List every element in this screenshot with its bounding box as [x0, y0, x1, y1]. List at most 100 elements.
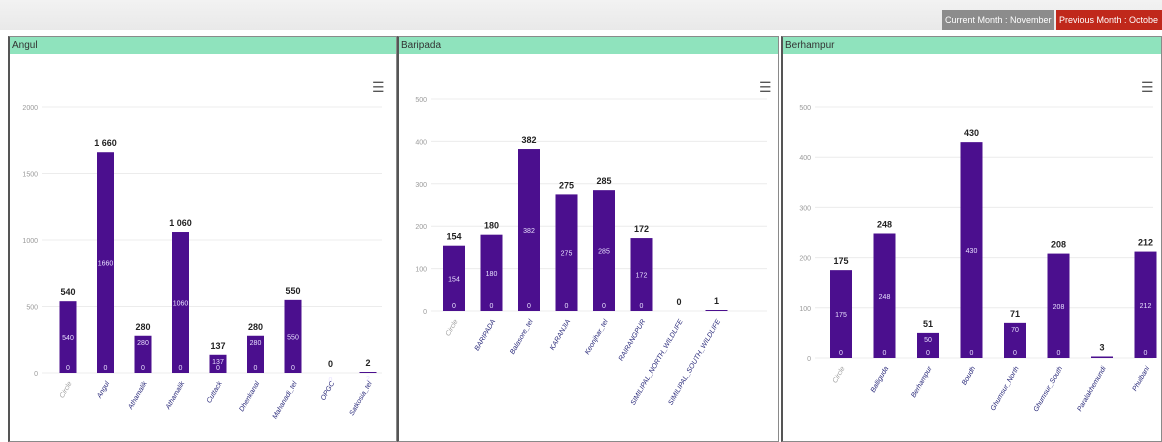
bar-base-label: 0	[179, 365, 183, 372]
category-label: Dhenkanal	[238, 380, 261, 413]
bar	[284, 299, 302, 373]
bar	[134, 335, 152, 373]
bar	[97, 152, 114, 373]
bar-base-label: 0	[66, 365, 70, 372]
menu-icon[interactable]: ☰	[759, 79, 772, 95]
bar-base-label: 0	[141, 365, 145, 372]
bar-inner-label: 382	[523, 228, 535, 235]
y-tick-label: 300	[415, 182, 427, 189]
bar	[518, 149, 540, 311]
category-label: Angul	[96, 380, 112, 400]
bar-inner-label: 2	[366, 376, 370, 383]
y-tick-label: 0	[423, 309, 427, 316]
category-label: Phulbani	[1132, 365, 1152, 392]
bar-base-label: 0	[640, 303, 644, 310]
bar-inner-label: 50	[924, 337, 932, 344]
bar-base-label: 0	[254, 365, 258, 372]
bar	[630, 238, 653, 311]
bar-base-label: 0	[490, 303, 494, 310]
bar-inner-label: 208	[1053, 304, 1065, 311]
bar-inner-label: 180	[486, 271, 498, 278]
menu-icon[interactable]: ☰	[372, 79, 385, 95]
panel-title: Angul	[10, 37, 396, 54]
category-label: Athamalik	[127, 380, 149, 411]
category-label: BARIPADA	[474, 318, 498, 352]
data-label: 540	[60, 287, 75, 297]
bar-inner-label: 285	[598, 249, 610, 256]
category-label: Athamalik	[164, 380, 186, 411]
bar	[172, 232, 189, 373]
data-label: 0	[328, 359, 333, 369]
data-label: 212	[1138, 238, 1153, 248]
data-label: 1 660	[94, 138, 117, 148]
panel-title: Berhampur	[783, 37, 1161, 54]
category-label: KARANJIA	[549, 318, 572, 351]
panel-angul: Angul 0 500 1000 1500 2 0 0 0 540 540 0 Circle 1 660…	[8, 36, 397, 442]
data-label: 0	[676, 297, 681, 307]
bar	[873, 233, 896, 358]
bar	[247, 335, 264, 373]
data-label: 137	[210, 341, 225, 351]
bar	[443, 245, 465, 311]
bar	[209, 354, 227, 373]
data-label: 280	[135, 322, 150, 332]
category-label: Berhampur	[910, 365, 934, 399]
bar-inner-label: 172	[636, 273, 648, 280]
data-label: 208	[1051, 240, 1066, 250]
data-label: 248	[877, 220, 892, 230]
data-label: 51	[923, 319, 933, 329]
menu-icon[interactable]: ☰	[1141, 79, 1154, 95]
bar	[917, 332, 939, 358]
bar-inner-label: 0	[329, 377, 333, 384]
category-label: Balasore_tel	[509, 318, 535, 356]
data-label: 175	[833, 256, 848, 266]
bar	[359, 372, 377, 373]
bar-base-label: 0	[602, 303, 606, 310]
category-label: Balliguda	[870, 365, 891, 394]
bar-base-label: 0	[527, 303, 531, 310]
category-label: Mahanadi_tel	[272, 380, 299, 420]
bar	[1134, 251, 1157, 358]
bar-base-label: 0	[883, 350, 887, 357]
data-label: 382	[521, 135, 536, 145]
chart-angul: 0 500 1000 1500 2 0 0 0 540 540 0 Circle 1 660 1660 0 A…	[22, 105, 382, 420]
category-label: Ghumsur_South	[1033, 365, 1065, 413]
bar	[1047, 253, 1070, 358]
category-label: OPGC	[320, 380, 337, 402]
y-tick-label: 1500	[22, 172, 38, 179]
bar	[480, 234, 503, 311]
data-label: 71	[1010, 309, 1020, 319]
data-label: 3	[1099, 342, 1104, 352]
y-tick-label: 0	[807, 356, 811, 363]
bar-inner-label: 280	[137, 340, 149, 347]
bar-base-label: 0	[839, 350, 843, 357]
y-tick-label: 1000	[22, 238, 38, 245]
current-month-badge: Current Month : November	[942, 10, 1054, 30]
data-label: 280	[248, 322, 263, 332]
bar-inner-label: 175	[835, 312, 847, 319]
y-tick-label: 500	[26, 305, 38, 312]
bar-inner-label: 430	[966, 248, 978, 255]
bar-base-label: 0	[291, 365, 295, 372]
data-label: 180	[484, 221, 499, 231]
data-label: 2	[365, 358, 370, 368]
data-label: 154	[446, 232, 461, 242]
category-label: Paralakhemundi	[1076, 365, 1108, 413]
category-label: Circle	[59, 380, 74, 399]
chart-baripada: 01002003004005001541540Circle1801800BARI…	[415, 97, 767, 407]
bar-base-label: 0	[926, 350, 930, 357]
bar-inner-label: 1060	[173, 301, 189, 308]
category-label: Keonjhar_tel	[584, 318, 610, 356]
y-tick-label: 0	[34, 371, 38, 378]
bar-inner-label: 70	[1011, 327, 1019, 334]
bar-base-label: 0	[452, 303, 456, 310]
bar-inner-label: 275	[561, 251, 573, 258]
category-label: Circle	[445, 318, 460, 337]
y-tick-label: 500	[415, 97, 427, 104]
bar-inner-label: 1660	[98, 261, 114, 268]
bar-inner-label: 540	[62, 335, 74, 342]
data-label: 275	[559, 180, 574, 190]
data-label: 1 060	[169, 218, 192, 228]
y-tick-label: 400	[799, 155, 811, 162]
panel-baripada: Baripada 0 100 200 300 400 500 154 154 0 Circle 18…	[397, 36, 779, 442]
